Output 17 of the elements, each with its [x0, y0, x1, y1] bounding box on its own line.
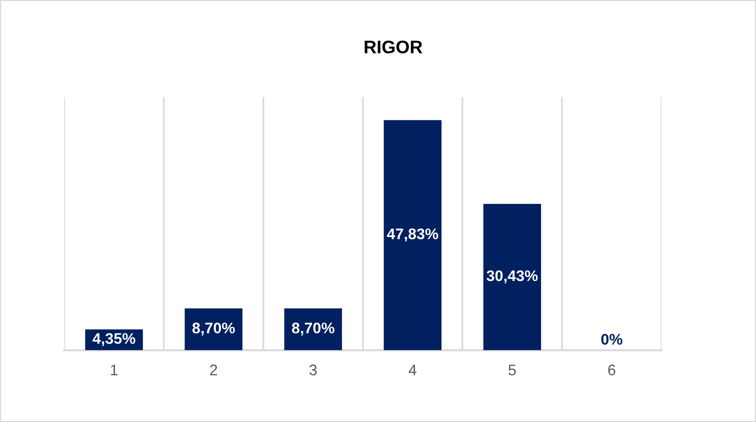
data-label: 47,83%: [386, 228, 438, 242]
x-tick-label: 3: [309, 364, 317, 376]
bar: [384, 120, 442, 350]
bar: [284, 308, 342, 350]
x-tick-label: 4: [408, 364, 416, 376]
x-tick-label: 1: [110, 364, 118, 376]
chart-title: RIGOR: [364, 40, 422, 54]
bar: [184, 308, 242, 350]
data-label: 30,43%: [486, 270, 538, 284]
x-tick-label: 2: [210, 364, 218, 376]
data-label: 8,70%: [192, 322, 235, 336]
x-tick-label: 5: [508, 364, 516, 376]
data-label: 8,70%: [292, 322, 334, 336]
data-label: 4,35%: [92, 333, 136, 346]
data-label: 0%: [601, 334, 622, 345]
bar: [483, 204, 542, 350]
x-tick-label: 6: [608, 364, 616, 376]
